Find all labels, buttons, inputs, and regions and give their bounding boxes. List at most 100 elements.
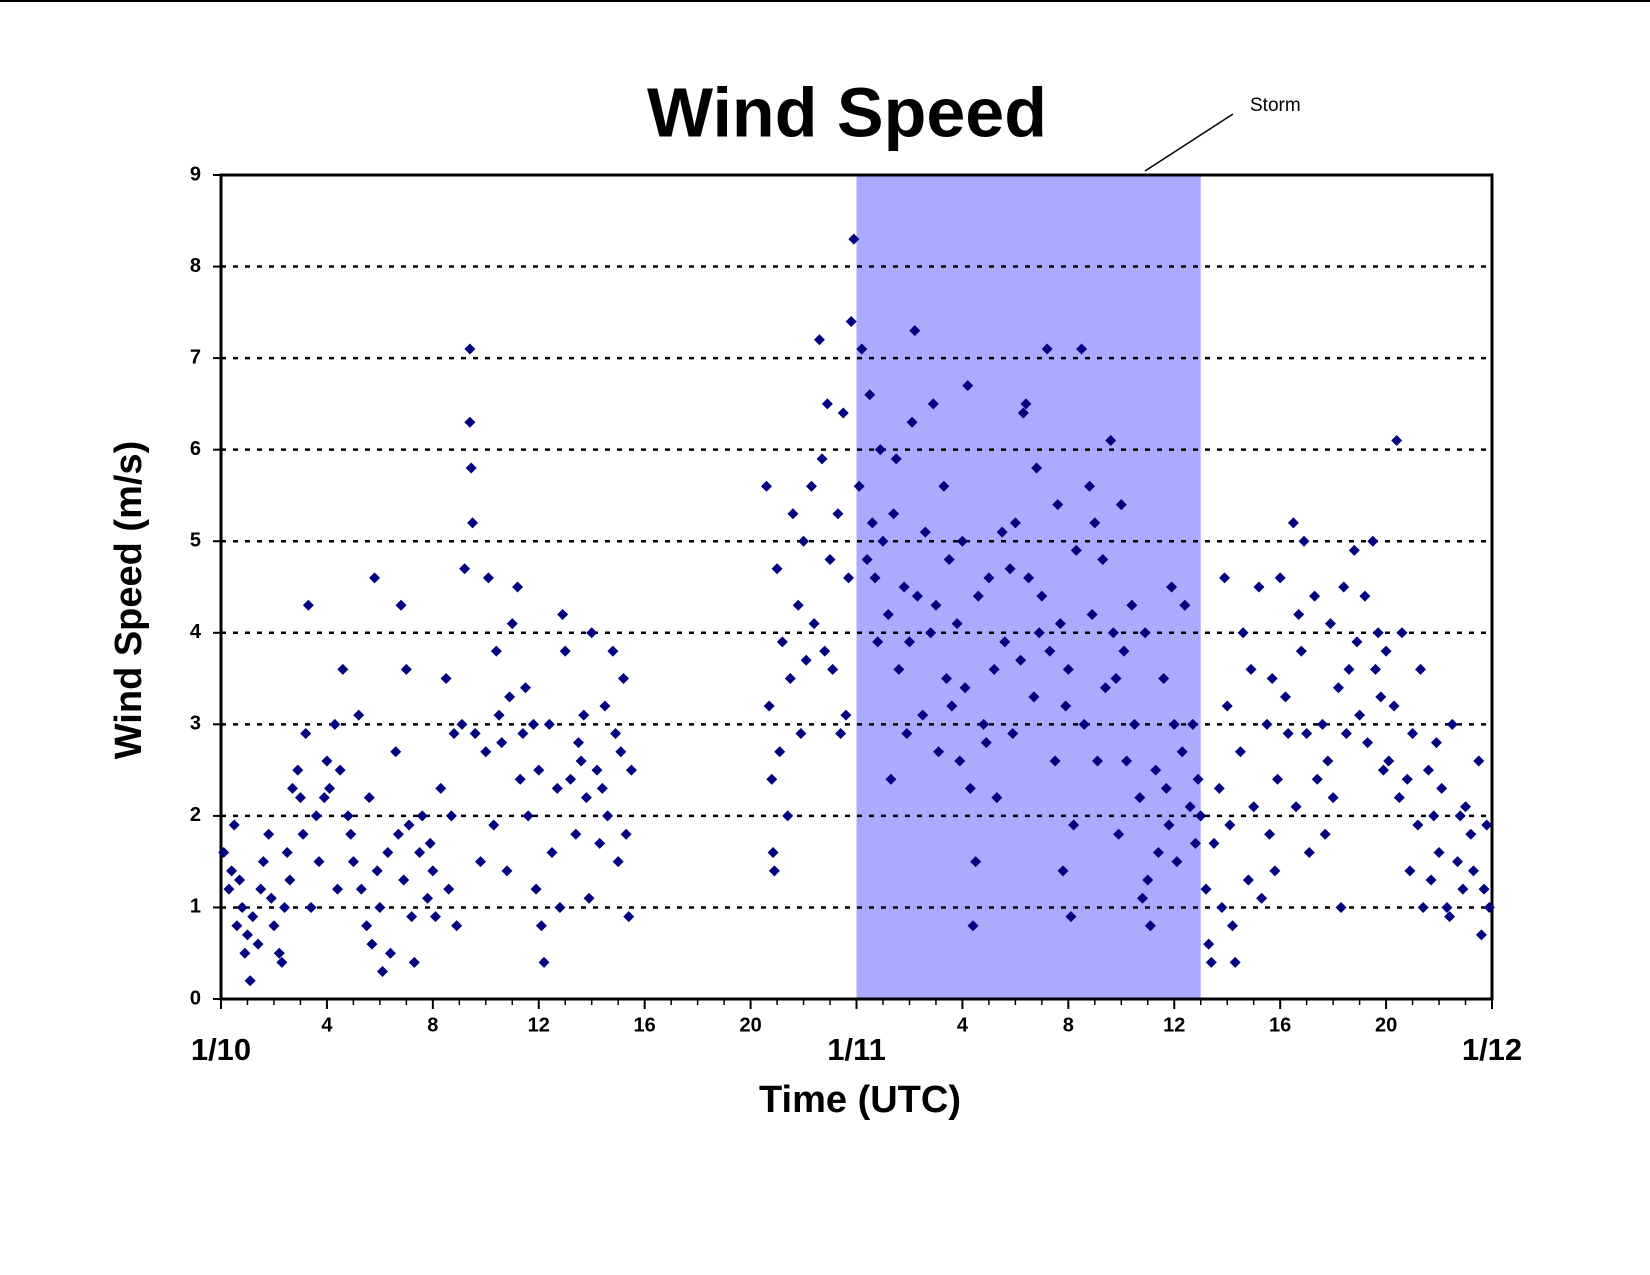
point: [925, 627, 937, 639]
point: [1068, 819, 1080, 831]
point: [456, 718, 468, 730]
point: [1465, 828, 1477, 840]
point: [885, 773, 897, 785]
point: [512, 581, 524, 593]
point: [996, 526, 1008, 538]
point: [535, 920, 547, 932]
point: [1266, 673, 1278, 685]
point: [329, 718, 341, 730]
point: [1234, 746, 1246, 758]
annotation: Storm: [1250, 95, 1301, 116]
point: [265, 892, 277, 904]
chart-title: Wind Speed: [647, 73, 1047, 151]
x-axis-label: Time (UTC): [759, 1079, 961, 1121]
point: [1158, 673, 1170, 685]
point: [843, 572, 855, 584]
point: [414, 847, 426, 859]
point: [1152, 847, 1164, 859]
point: [279, 901, 291, 913]
point: [276, 956, 288, 968]
point: [999, 636, 1011, 648]
point: [1369, 663, 1381, 675]
point: [1208, 837, 1220, 849]
point: [1033, 627, 1045, 639]
point: [980, 737, 992, 749]
point: [297, 828, 309, 840]
point: [257, 856, 269, 868]
y-axis-label: Wind Speed (m/s): [108, 441, 150, 759]
point: [522, 810, 534, 822]
point: [366, 938, 378, 950]
point: [406, 911, 418, 923]
point: [443, 883, 455, 895]
point: [866, 517, 878, 529]
point: [1282, 727, 1294, 739]
point: [464, 416, 476, 428]
point: [435, 782, 447, 794]
point: [501, 865, 513, 877]
point: [1028, 691, 1040, 703]
point: [938, 480, 950, 492]
point: [784, 673, 796, 685]
point: [1269, 865, 1281, 877]
point: [1388, 700, 1400, 712]
point: [226, 865, 238, 877]
point: [795, 727, 807, 739]
point: [1261, 718, 1273, 730]
point: [1441, 901, 1453, 913]
point: [1044, 645, 1056, 657]
point: [324, 782, 336, 794]
point: [1144, 920, 1156, 932]
point: [384, 947, 396, 959]
point: [429, 911, 441, 923]
point: [469, 727, 481, 739]
x-tick-label: 12: [1163, 1014, 1185, 1036]
point: [241, 929, 253, 941]
point: [377, 966, 389, 978]
x-tick-label: 12: [528, 1014, 550, 1036]
point: [798, 535, 810, 547]
point: [1274, 572, 1286, 584]
point: [400, 663, 412, 675]
point: [1351, 636, 1363, 648]
point: [1428, 810, 1440, 822]
point: [228, 819, 240, 831]
point: [774, 746, 786, 758]
point: [819, 645, 831, 657]
point: [1126, 599, 1138, 611]
point: [337, 663, 349, 675]
x-tick-label: 4: [957, 1014, 969, 1036]
point: [771, 563, 783, 575]
point: [805, 480, 817, 492]
point: [318, 792, 330, 804]
point: [1256, 892, 1268, 904]
point: [310, 810, 322, 822]
point: [792, 599, 804, 611]
plot-frame: [219, 173, 1494, 1001]
point: [1229, 956, 1241, 968]
point: [1041, 343, 1053, 355]
point: [1383, 755, 1395, 767]
point: [1052, 499, 1064, 511]
x-day-label: 1/11: [827, 1032, 886, 1067]
point: [1454, 810, 1466, 822]
point: [1362, 737, 1374, 749]
point: [1097, 554, 1109, 566]
point: [1372, 627, 1384, 639]
point: [570, 828, 582, 840]
point: [1473, 755, 1485, 767]
point: [1338, 581, 1350, 593]
point: [427, 865, 439, 877]
point: [1004, 563, 1016, 575]
point: [1417, 901, 1429, 913]
point: [1415, 663, 1427, 675]
point: [1375, 691, 1387, 703]
point: [877, 535, 889, 547]
point: [853, 480, 865, 492]
point: [890, 453, 902, 465]
y-tick-label: 1: [190, 896, 201, 918]
point: [382, 847, 394, 859]
point: [845, 315, 857, 327]
point: [1089, 517, 1101, 529]
